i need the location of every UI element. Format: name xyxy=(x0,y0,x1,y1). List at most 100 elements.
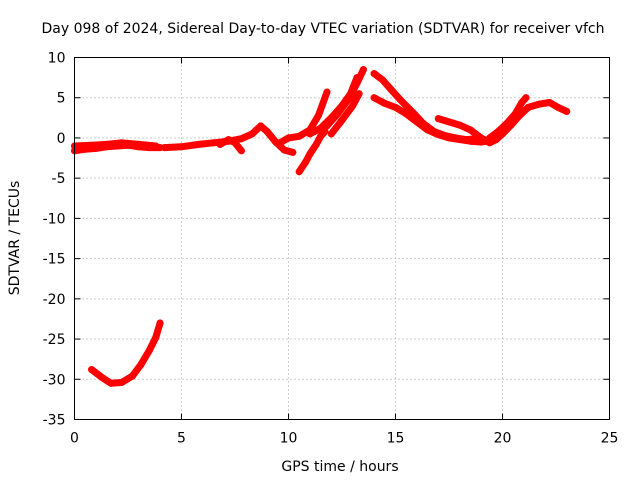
data-point xyxy=(195,140,203,148)
y-tick-label: -25 xyxy=(43,332,66,348)
data-point xyxy=(317,124,325,132)
data-point xyxy=(434,131,442,139)
x-tick-label: 0 xyxy=(70,431,79,447)
data-point xyxy=(263,128,271,135)
data-point xyxy=(323,88,331,96)
data-point xyxy=(295,168,303,176)
data-point xyxy=(349,102,357,110)
x-tick-label: 15 xyxy=(387,431,405,447)
data-point xyxy=(160,144,168,152)
data-point xyxy=(344,95,352,103)
data-point xyxy=(237,147,245,155)
data-point xyxy=(370,70,378,78)
data-point xyxy=(546,99,554,106)
data-point xyxy=(295,132,303,140)
data-point xyxy=(88,141,96,149)
data-point xyxy=(98,374,106,382)
data-point xyxy=(156,319,164,327)
data-point xyxy=(518,99,526,106)
series-arc-9 xyxy=(323,66,367,130)
series-arc-12 xyxy=(370,94,496,146)
data-point xyxy=(522,94,530,102)
data-point xyxy=(315,111,322,119)
y-axis-label: SDTVAR / TECUs xyxy=(7,181,23,296)
y-tick-label: -5 xyxy=(52,171,66,187)
y-tick-label: 10 xyxy=(48,51,66,67)
axis-ticks: 0 5 10 15 20 25 10 5 0 -5 -10 -15 -20 -25 -30 -35 xyxy=(43,51,619,447)
data-point xyxy=(466,137,474,145)
data-point xyxy=(503,120,511,127)
data-point xyxy=(396,95,404,103)
data-point xyxy=(231,139,239,147)
data-point xyxy=(327,130,335,138)
y-tick-label: -35 xyxy=(43,413,66,429)
data-point xyxy=(413,118,421,126)
data-point xyxy=(276,139,284,147)
data-point xyxy=(306,130,314,138)
x-tick-label: 25 xyxy=(601,431,619,447)
series-arc-5 xyxy=(216,136,245,155)
data-point xyxy=(494,128,502,135)
series-arc-7 xyxy=(295,128,329,176)
data-point xyxy=(107,379,115,387)
series-line xyxy=(71,139,160,150)
x-axis-label: GPS time / hours xyxy=(281,459,398,475)
data-point xyxy=(445,134,453,142)
data-point xyxy=(317,132,325,140)
x-tick-label: 10 xyxy=(280,431,298,447)
data-point xyxy=(135,140,143,148)
data-point xyxy=(445,118,453,126)
series-arc-10 xyxy=(327,90,363,138)
data-point xyxy=(387,86,395,94)
data-point xyxy=(554,103,562,111)
data-point xyxy=(370,94,378,102)
data-point xyxy=(302,158,310,166)
data-point xyxy=(306,150,314,158)
data-point xyxy=(216,140,224,148)
data-point xyxy=(128,372,136,380)
data-point xyxy=(152,333,160,341)
y-tick-label: 0 xyxy=(57,131,66,147)
series-line xyxy=(216,136,245,155)
data-point xyxy=(289,148,297,156)
data-point xyxy=(210,139,218,147)
data-point xyxy=(353,79,361,87)
data-point xyxy=(477,134,485,142)
data-point xyxy=(486,134,494,142)
data-point xyxy=(88,366,96,374)
x-tick-label: 5 xyxy=(177,431,186,447)
data-point xyxy=(456,121,464,129)
chart-title: Day 098 of 2024, Sidereal Day-to-day VTE… xyxy=(41,21,604,37)
plot-frame xyxy=(74,57,610,420)
x-tick-label: 20 xyxy=(494,431,512,447)
data-point xyxy=(118,139,126,147)
data-point xyxy=(145,346,153,354)
data-point xyxy=(511,110,519,118)
data-point xyxy=(338,116,346,124)
data-point xyxy=(456,136,464,144)
data-point xyxy=(103,140,111,148)
data-point xyxy=(118,379,126,386)
data-point xyxy=(359,66,367,74)
y-tick-label: -20 xyxy=(43,292,66,308)
data-point xyxy=(434,115,442,123)
data-point xyxy=(312,140,320,148)
data-point xyxy=(137,361,145,369)
data-point xyxy=(285,134,292,142)
series-arc-3 xyxy=(88,319,164,387)
data-point xyxy=(402,110,410,118)
data-point xyxy=(280,146,288,154)
series-arc-14 xyxy=(486,94,530,142)
data-point xyxy=(257,122,265,130)
data-point xyxy=(334,110,342,118)
data-point xyxy=(152,142,160,150)
series-arc-2 xyxy=(71,139,160,150)
data-point xyxy=(486,139,494,147)
data-point xyxy=(225,136,233,144)
data-point xyxy=(466,126,474,134)
data-point xyxy=(355,90,363,98)
data-point xyxy=(535,100,543,108)
series-line xyxy=(327,90,363,138)
y-tick-label: -15 xyxy=(43,252,66,268)
data-point xyxy=(392,103,399,111)
